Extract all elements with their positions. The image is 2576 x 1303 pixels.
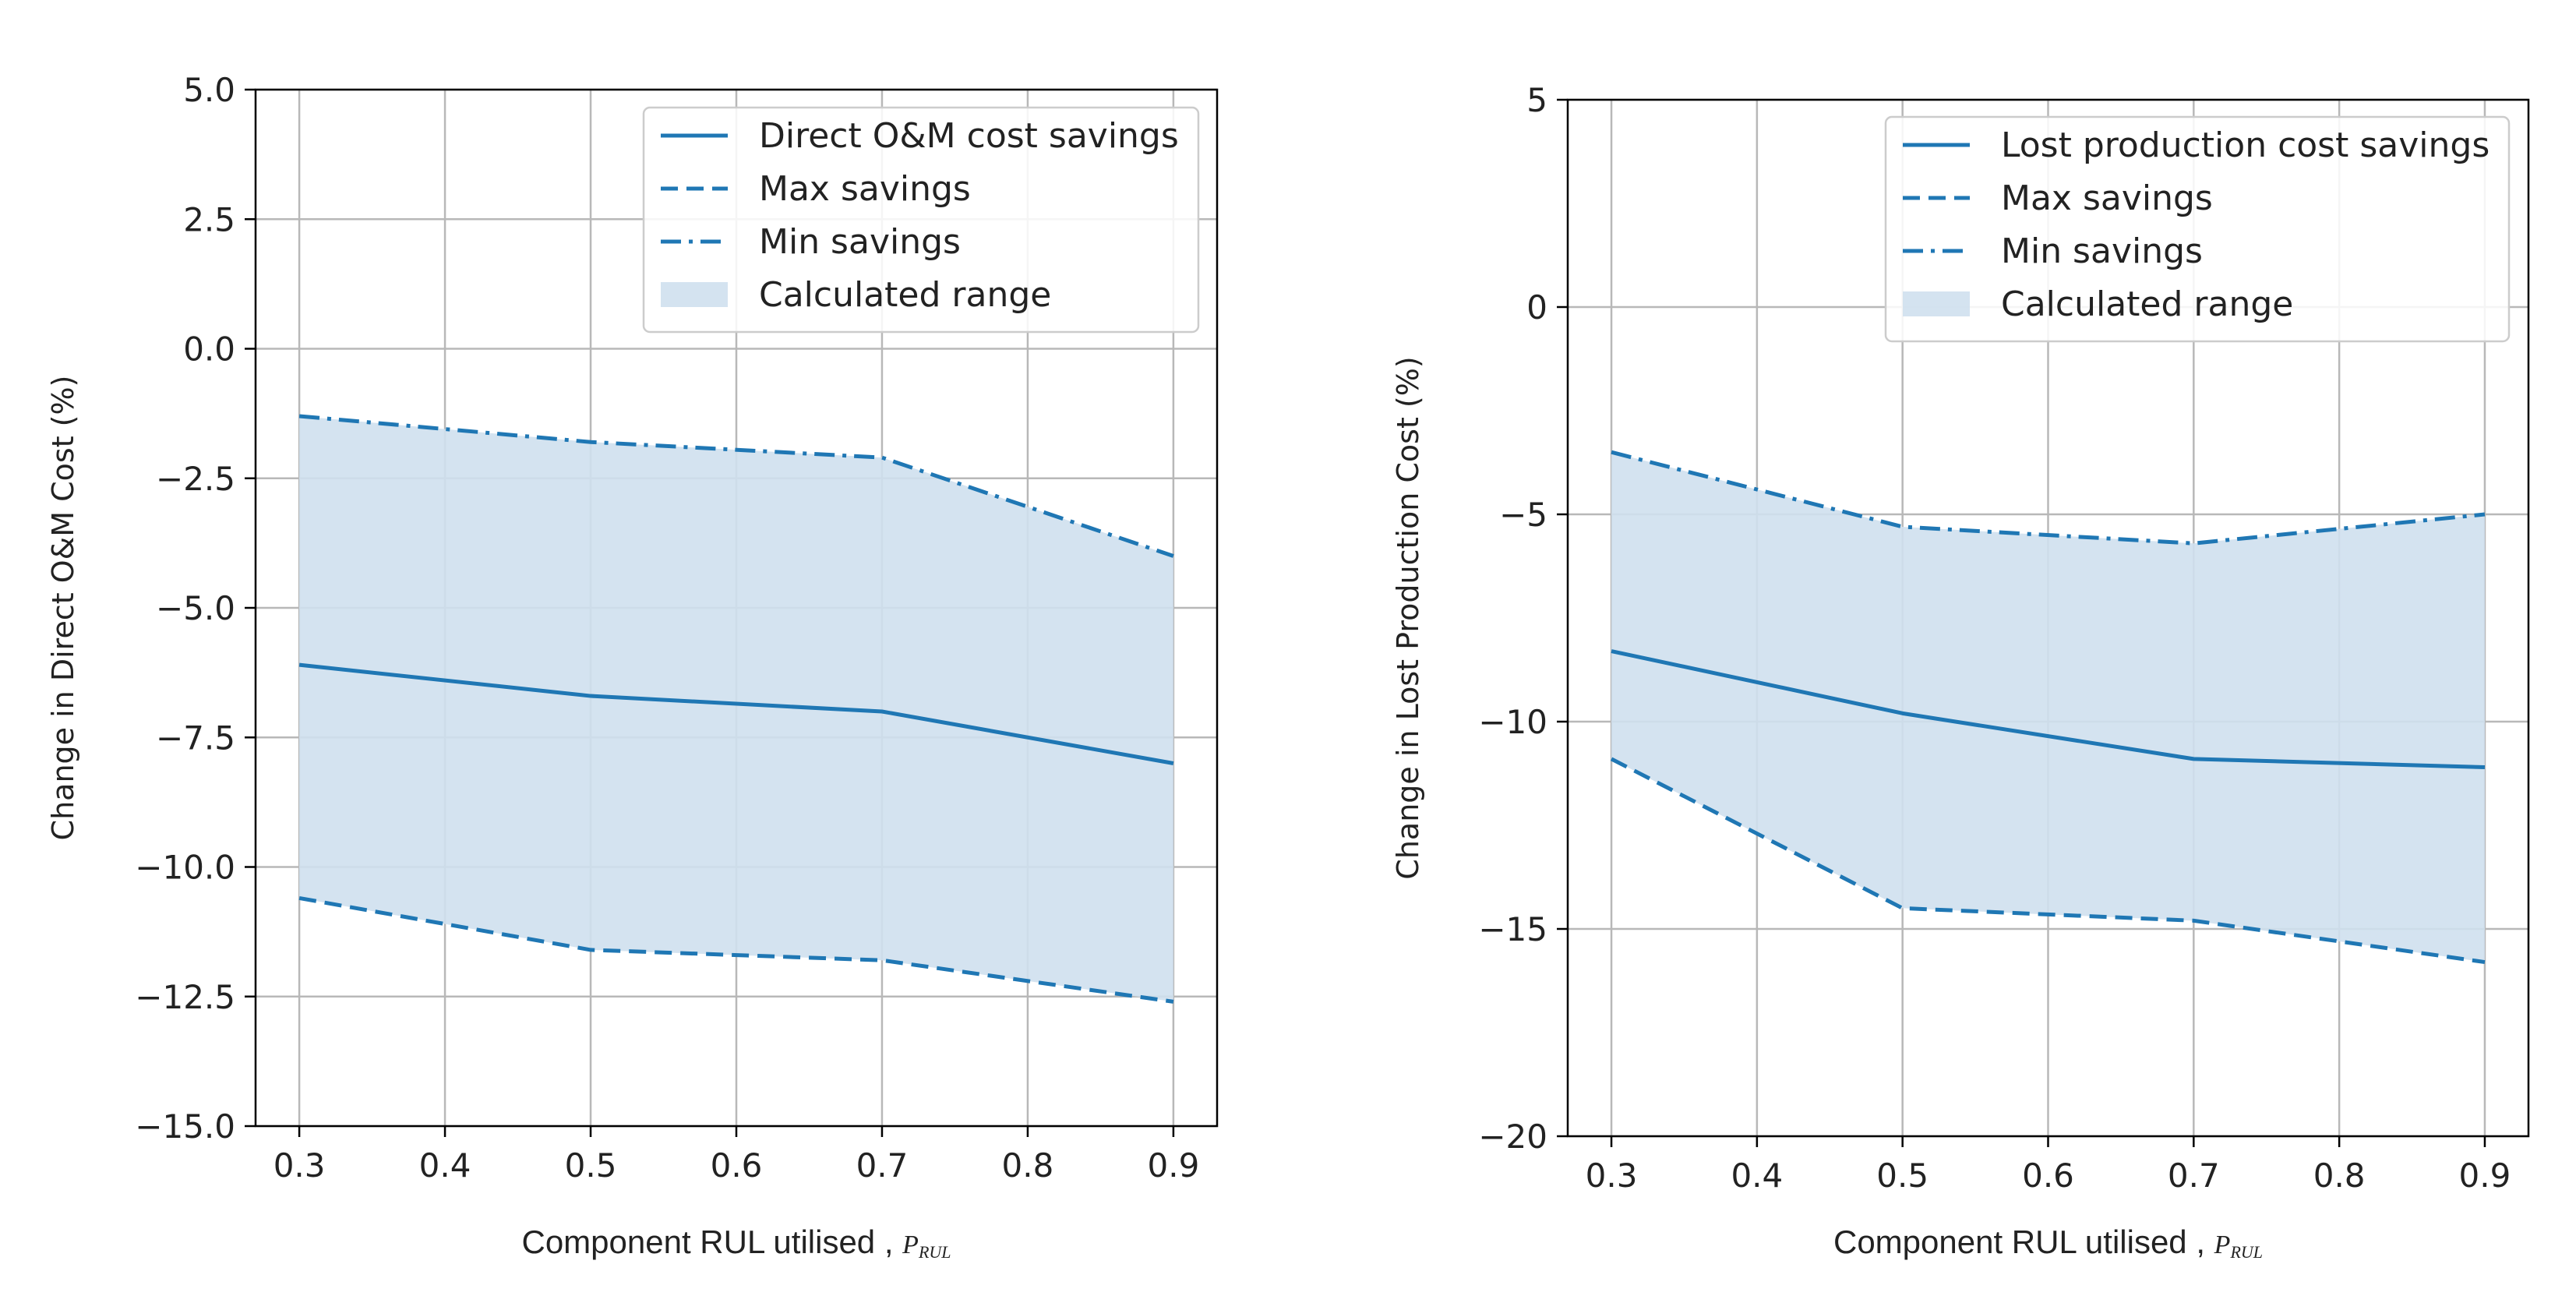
x-tick-label: 0.8 <box>2313 1156 2366 1195</box>
max-savings-line <box>1610 757 2486 965</box>
y-tick-label: 0.0 <box>183 330 235 369</box>
legend-swatch <box>661 282 728 307</box>
x-axis-label: Component RUL utilised , PRUL <box>521 1224 951 1262</box>
x-tick-label: 0.5 <box>565 1146 617 1185</box>
y-tick-label: 2.5 <box>183 200 235 238</box>
savings-line <box>1611 649 2486 770</box>
y-tick-label: 5 <box>1526 81 1547 119</box>
x-tick-label: 0.4 <box>1731 1156 1783 1195</box>
y-tick-label: −15.0 <box>135 1107 235 1146</box>
legend: Direct O&M cost savings Max savings Min sa… <box>642 106 1200 334</box>
x-tick-label: 0.8 <box>1002 1146 1054 1185</box>
y-tick-label: 0 <box>1526 288 1547 327</box>
y-axis-label: Change in Lost Production Cost (%) <box>1391 356 1425 879</box>
y-tick-label: −7.5 <box>156 719 235 757</box>
chart-panel-2: 0.3 0.4 0.5 0.6 0.7 0.8 0.9 5 0 −5 −10 −15 −20 Change… <box>1391 81 2530 1262</box>
min-savings-line <box>298 414 1174 558</box>
x-tick-label: 0.5 <box>1876 1156 1928 1195</box>
x-tick-label: 0.7 <box>856 1146 909 1185</box>
x-tick-label: 0.6 <box>2022 1156 2074 1195</box>
y-tick-label: −10.0 <box>135 849 235 887</box>
y-tick-label: 5.0 <box>183 71 235 109</box>
y-tick-label: −15 <box>1478 910 1547 948</box>
legend: Lost production cost savings Max savings M… <box>1884 115 2511 343</box>
legend-label: Max savings <box>2001 178 2213 218</box>
legend-label: Min savings <box>2001 231 2203 271</box>
legend-label: Lost production cost savings <box>2001 125 2490 165</box>
calculated-range-area <box>1611 452 2485 962</box>
chart-panel-1: 0.3 0.4 0.5 0.6 0.7 0.8 0.9 5.0 2.5 0.0 −2.5 −5.0 −7… <box>46 71 1219 1262</box>
y-tick-label: −20 <box>1478 1118 1547 1156</box>
max-savings-line <box>298 895 1174 1004</box>
y-axis-label: Change in Direct O&M Cost (%) <box>46 376 80 841</box>
min-savings-line <box>1611 450 2486 546</box>
x-tick-label: 0.6 <box>711 1146 763 1185</box>
legend-label: Min savings <box>759 222 961 262</box>
y-tick-label: −5 <box>1499 496 1547 534</box>
legend-label: Max savings <box>759 169 971 209</box>
x-tick-label: 0.4 <box>419 1146 471 1185</box>
savings-line <box>298 662 1174 765</box>
y-tick-label: −10 <box>1478 703 1547 741</box>
legend-label: Calculated range <box>759 275 1051 315</box>
x-tick-label: 0.3 <box>273 1146 326 1185</box>
x-axis-label: Component RUL utilised , PRUL <box>1833 1224 2263 1262</box>
y-tick-label: −2.5 <box>156 460 235 498</box>
legend-label: Direct O&M cost savings <box>759 116 1179 156</box>
x-tick-label: 0.3 <box>1586 1156 1638 1195</box>
x-tick-label: 0.7 <box>2168 1156 2220 1195</box>
y-tick-label: −12.5 <box>135 978 235 1016</box>
legend-label: Calculated range <box>2001 284 2293 324</box>
legend-box <box>1884 115 2511 343</box>
legend-swatch <box>1903 291 1970 316</box>
legend-box <box>642 106 1200 334</box>
x-tick-label: 0.9 <box>1148 1146 1200 1185</box>
x-tick-label: 0.9 <box>2459 1156 2511 1195</box>
calculated-range-area <box>299 415 1173 1002</box>
y-tick-label: −5.0 <box>156 589 235 627</box>
